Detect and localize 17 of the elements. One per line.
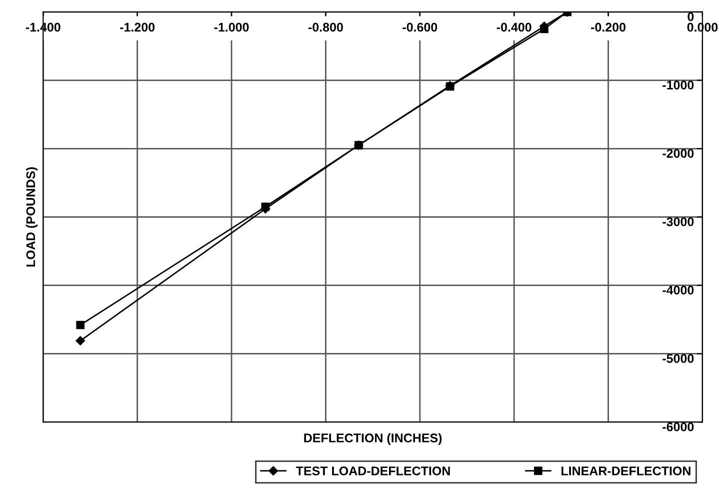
- y-tick-label: -2000: [662, 148, 694, 158]
- x-tick-label: -0.600: [402, 22, 438, 32]
- y-axis-title: LOAD (POUNDS): [26, 167, 38, 267]
- y-tick-label: -6000: [662, 422, 694, 432]
- y-tick-label: -1000: [662, 80, 694, 90]
- x-tick-label: -1.000: [214, 22, 249, 32]
- legend-label: TEST LOAD-DEFLECTION: [296, 466, 450, 476]
- x-tick-label: -0.400: [496, 22, 532, 32]
- y-tick-label: 0: [688, 12, 694, 22]
- y-tick-label: -3000: [662, 217, 694, 226]
- legend-label: LINEAR-DEFLECTION: [562, 466, 690, 476]
- x-axis-title: DEFLECTION (INCHES): [304, 433, 442, 445]
- y-tick-label: -5000: [662, 354, 694, 363]
- x-tick-label: -0.200: [591, 22, 626, 32]
- x-tick-label: -1.200: [120, 22, 155, 32]
- x-tick-label: -0.800: [308, 22, 343, 32]
- y-tick-label: -4000: [662, 286, 694, 295]
